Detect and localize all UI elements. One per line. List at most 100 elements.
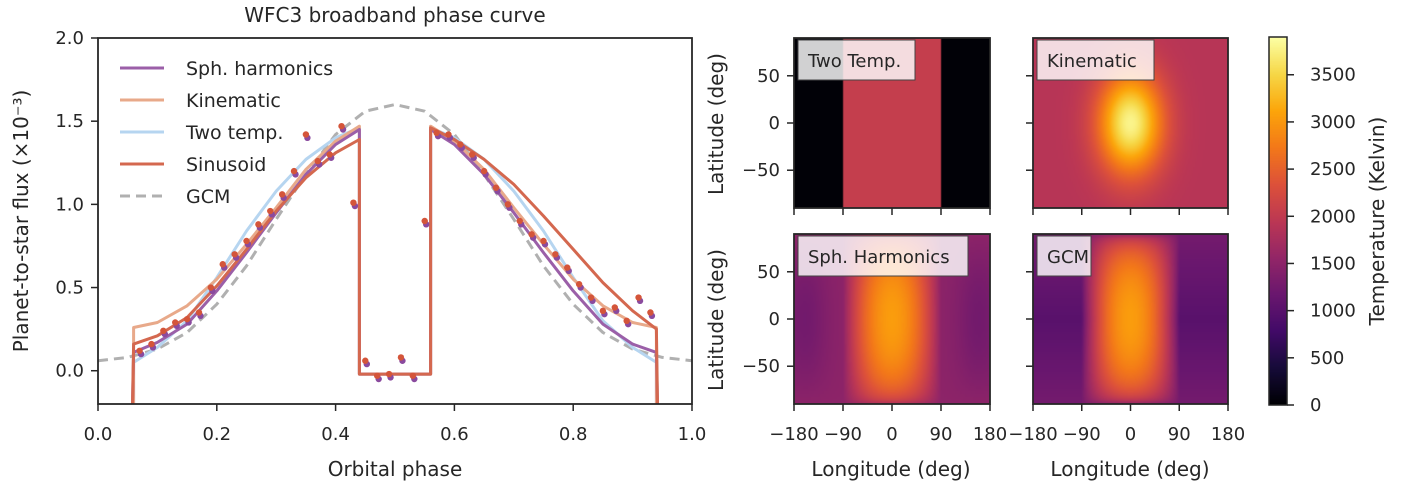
observation-points xyxy=(136,122,656,383)
map-panel-gcm: GCM −180 −90 0 90 180 xyxy=(1008,233,1245,445)
map-x-tick-label: −90 xyxy=(1063,424,1101,445)
legend-label: GCM xyxy=(186,186,230,208)
legend-label: Sph. harmonics xyxy=(186,58,333,80)
observation-point xyxy=(350,199,357,206)
observation-point xyxy=(623,317,630,325)
map-x-tick-label: 90 xyxy=(930,424,953,445)
map-y-tick-label: −50 xyxy=(742,160,780,181)
observation-point xyxy=(136,347,143,354)
observation-point xyxy=(445,131,452,138)
map-x-tick-label: 180 xyxy=(1211,424,1245,445)
phase-curve-panel: WFC3 broadband phase curve 0.0 0.2 0.4 0.6 0… xyxy=(9,3,706,481)
map-ylabel-top: Latitude (deg) xyxy=(704,53,728,195)
observation-point xyxy=(540,237,547,245)
colorbar-ticks: 0 500 1000 1500 2000 2500 3000 3500 xyxy=(1287,65,1356,416)
observation-point xyxy=(148,340,155,348)
y-tick-label: 1.5 xyxy=(55,111,84,132)
map-x-tick-label: 180 xyxy=(973,424,1007,445)
x-tick-label: 0.2 xyxy=(202,424,231,445)
map-panel-sph-harmonics: Sph. Harmonics 50 0 −50 −180 −90 0 90 180 xyxy=(742,233,1007,445)
y-tick-label: 1.0 xyxy=(55,194,84,215)
observation-point xyxy=(278,191,286,198)
colorbar-tick-label: 1000 xyxy=(1310,301,1356,322)
observation-point xyxy=(373,372,381,379)
colorbar-tick-label: 3500 xyxy=(1310,65,1356,86)
observation-point xyxy=(326,151,333,158)
map-panel-two-temp: Two Temp. 50 0 −50 xyxy=(742,37,991,215)
map-label-box xyxy=(797,235,969,277)
observation-point xyxy=(528,231,535,238)
legend-label: Kinematic xyxy=(186,90,281,112)
observation-point xyxy=(207,284,215,291)
colorbar-tick-label: 3000 xyxy=(1310,112,1356,133)
observation-point xyxy=(504,201,512,208)
observation-point xyxy=(255,221,262,228)
observation-point xyxy=(290,167,298,175)
observation-point xyxy=(635,294,642,301)
observation-point xyxy=(611,304,618,311)
map-x-tick-label: −90 xyxy=(824,424,862,445)
colorbar-tick-label: 1500 xyxy=(1310,253,1356,274)
map-y-tick-label: 0 xyxy=(769,113,780,134)
observation-point xyxy=(421,217,428,225)
map-label: Two Temp. xyxy=(807,51,901,72)
map-xlabel-left: Longitude (deg) xyxy=(811,457,970,481)
observation-point xyxy=(480,167,488,175)
map-label: GCM xyxy=(1047,247,1089,268)
map-label: Sph. Harmonics xyxy=(808,247,950,268)
legend-label: Sinusoid xyxy=(186,154,266,176)
map-x-tick-label: −180 xyxy=(769,424,818,445)
colorbar-tick-label: 2500 xyxy=(1310,159,1356,180)
map-label-box xyxy=(1036,39,1155,81)
observation-point xyxy=(469,151,476,158)
map-label-box xyxy=(1036,235,1092,277)
observation-point xyxy=(587,294,595,301)
x-tick-label: 0.0 xyxy=(84,424,113,445)
observation-point xyxy=(160,327,167,334)
x-tick-label: 0.8 xyxy=(559,424,588,445)
legend: Sph. harmonics Kinematic Two temp. Sinusoid… xyxy=(120,58,333,208)
colorbar-label: Temperature (Kelvin) xyxy=(1365,117,1389,327)
observation-point xyxy=(314,157,321,165)
observation-point xyxy=(492,184,500,191)
colorbar: 0 500 1000 1500 2000 2500 3000 3500 Temperature… xyxy=(1268,36,1389,416)
phase-curve-frame xyxy=(97,37,693,405)
colorbar-tick-label: 2000 xyxy=(1310,206,1356,227)
map-xlabel-right: Longitude (deg) xyxy=(1050,457,1209,481)
observation-point xyxy=(457,141,464,148)
map-ylabel-bottom: Latitude (deg) xyxy=(704,249,728,391)
x-tick-label: 1.0 xyxy=(678,424,707,445)
phase-curve-title: WFC3 broadband phase curve xyxy=(244,3,545,27)
map-x-tick-label: 0 xyxy=(886,424,897,445)
colorbar-frame xyxy=(1268,36,1288,406)
temperature-maps: Two Temp. 50 0 −50 Kinematic Sph. Harmonics 50… xyxy=(742,37,1245,445)
map-y-tick-label: 50 xyxy=(757,66,780,87)
map-y-tick-label: −50 xyxy=(742,356,780,377)
colorbar-gradient xyxy=(1269,37,1287,405)
x-axis-label: Orbital phase xyxy=(328,457,463,481)
observation-point xyxy=(516,217,523,225)
observation-point xyxy=(267,207,274,215)
observation-point xyxy=(219,261,226,268)
observation-point xyxy=(385,370,393,378)
y-tick-label: 0.5 xyxy=(55,278,84,299)
observation-point xyxy=(575,281,583,288)
observation-point xyxy=(172,319,179,326)
map-y-tick-label: 0 xyxy=(769,309,780,330)
model-lines xyxy=(98,103,692,404)
x-tick-label: 0.6 xyxy=(440,424,469,445)
map-panel-kinematic: Kinematic xyxy=(1026,37,1229,215)
y-tick-label: 0.0 xyxy=(55,361,84,382)
y-axis-label: Planet-to-star flux (×10⁻³) xyxy=(9,90,33,353)
y-tick-label: 2.0 xyxy=(55,28,84,49)
phase-curve-plot-area xyxy=(98,103,692,404)
observation-point xyxy=(409,372,417,379)
observation-point xyxy=(231,251,238,258)
observation-point xyxy=(397,354,405,361)
map-x-tick-label: 0 xyxy=(1125,424,1136,445)
observation-point xyxy=(362,357,369,364)
observation-point xyxy=(552,251,559,258)
colorbar-tick-label: 500 xyxy=(1310,348,1344,369)
phase-curve-ticks: 0.0 0.2 0.4 0.6 0.8 1.0 0.0 0.5 1.0 1.5 2.0 xyxy=(55,28,706,445)
